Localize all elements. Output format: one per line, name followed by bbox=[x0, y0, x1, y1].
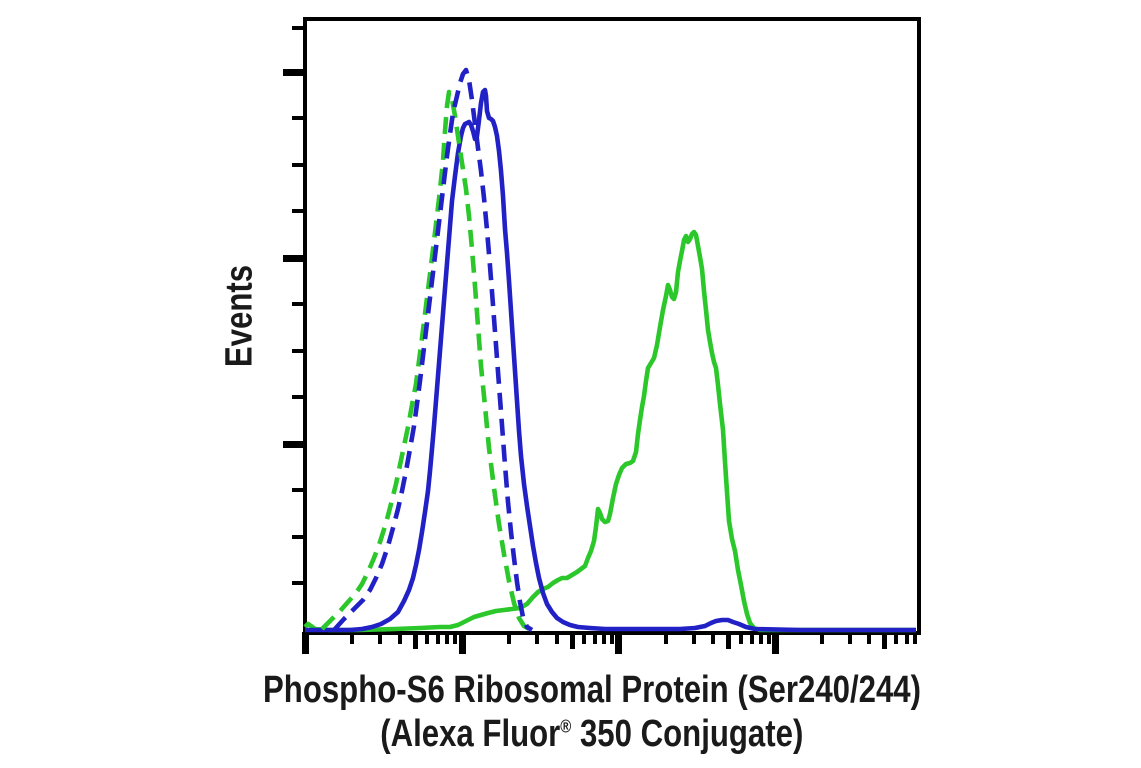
x-axis-minor-tick bbox=[692, 632, 696, 644]
x-axis-minor-tick bbox=[582, 632, 586, 644]
y-axis-minor-tick bbox=[292, 163, 305, 167]
x-axis-minor-tick bbox=[535, 632, 539, 644]
x-axis-minor-tick bbox=[759, 632, 763, 644]
x-axis-minor-tick bbox=[445, 632, 449, 644]
y-axis-minor-tick bbox=[292, 26, 305, 30]
x-axis-major-tick bbox=[302, 632, 309, 654]
x-axis-mid-tick bbox=[570, 632, 575, 649]
x-axis-minor-tick bbox=[848, 632, 852, 644]
x-axis-minor-tick bbox=[913, 632, 917, 644]
x-axis-minor-tick bbox=[905, 632, 909, 644]
y-axis-minor-tick bbox=[292, 395, 305, 399]
x-axis-mid-tick bbox=[413, 632, 418, 649]
x-axis-title-line2-text: (Alexa Fluor® 350 Conjugate) bbox=[380, 712, 803, 756]
x-axis-minor-tick bbox=[593, 632, 597, 644]
registered-trademark-symbol: ® bbox=[560, 715, 572, 737]
x-axis-minor-tick bbox=[425, 632, 429, 644]
y-axis-label-text: Events bbox=[218, 264, 261, 368]
x-axis-minor-tick bbox=[602, 632, 606, 644]
title-line2-post: 350 Conjugate) bbox=[571, 713, 804, 755]
x-axis-mid-tick bbox=[726, 632, 731, 649]
x-axis-minor-tick bbox=[894, 632, 898, 644]
x-axis-minor-tick bbox=[398, 632, 402, 644]
y-axis-major-tick bbox=[283, 255, 305, 262]
y-axis-minor-tick bbox=[292, 302, 305, 306]
x-axis-minor-tick bbox=[750, 632, 754, 644]
y-axis-label: Events bbox=[219, 254, 262, 379]
x-axis-minor-tick bbox=[739, 632, 743, 644]
x-axis-title-line2: (Alexa Fluor® 350 Conjugate) bbox=[191, 712, 993, 756]
y-axis-minor-tick bbox=[292, 535, 305, 539]
x-axis-minor-tick bbox=[767, 632, 771, 644]
y-axis-major-tick bbox=[283, 69, 305, 76]
x-axis-minor-tick bbox=[820, 632, 824, 644]
x-axis-major-tick bbox=[615, 632, 622, 654]
y-axis-minor-tick bbox=[292, 488, 305, 492]
x-axis-minor-tick bbox=[507, 632, 511, 644]
y-axis-minor-tick bbox=[292, 349, 305, 353]
x-axis-minor-tick bbox=[867, 632, 871, 644]
x-axis-minor-tick bbox=[436, 632, 440, 644]
x-axis-title-line1: Phospho-S6 Ribosomal Protein (Ser240/244… bbox=[191, 668, 993, 712]
y-axis-major-tick bbox=[283, 441, 305, 448]
title-line2-pre: (Alexa Fluor bbox=[380, 713, 561, 755]
x-axis-major-tick bbox=[459, 632, 466, 654]
x-axis-minor-tick bbox=[610, 632, 614, 644]
x-axis-major-tick bbox=[772, 632, 779, 654]
plot-area bbox=[303, 17, 921, 635]
x-axis-minor-tick bbox=[378, 632, 382, 644]
x-axis-minor-tick bbox=[711, 632, 715, 644]
x-axis-mid-tick bbox=[882, 632, 887, 649]
y-axis-minor-tick bbox=[292, 581, 305, 585]
x-axis-title-line1-text: Phospho-S6 Ribosomal Protein (Ser240/244… bbox=[263, 669, 921, 711]
x-axis-minor-tick bbox=[555, 632, 559, 644]
x-axis-minor-tick bbox=[453, 632, 457, 644]
y-axis-minor-tick bbox=[292, 116, 305, 120]
x-axis-minor-tick bbox=[350, 632, 354, 644]
x-axis-title: Phospho-S6 Ribosomal Protein (Ser240/244… bbox=[191, 668, 993, 756]
x-axis-minor-tick bbox=[664, 632, 668, 644]
y-axis-minor-tick bbox=[292, 209, 305, 213]
